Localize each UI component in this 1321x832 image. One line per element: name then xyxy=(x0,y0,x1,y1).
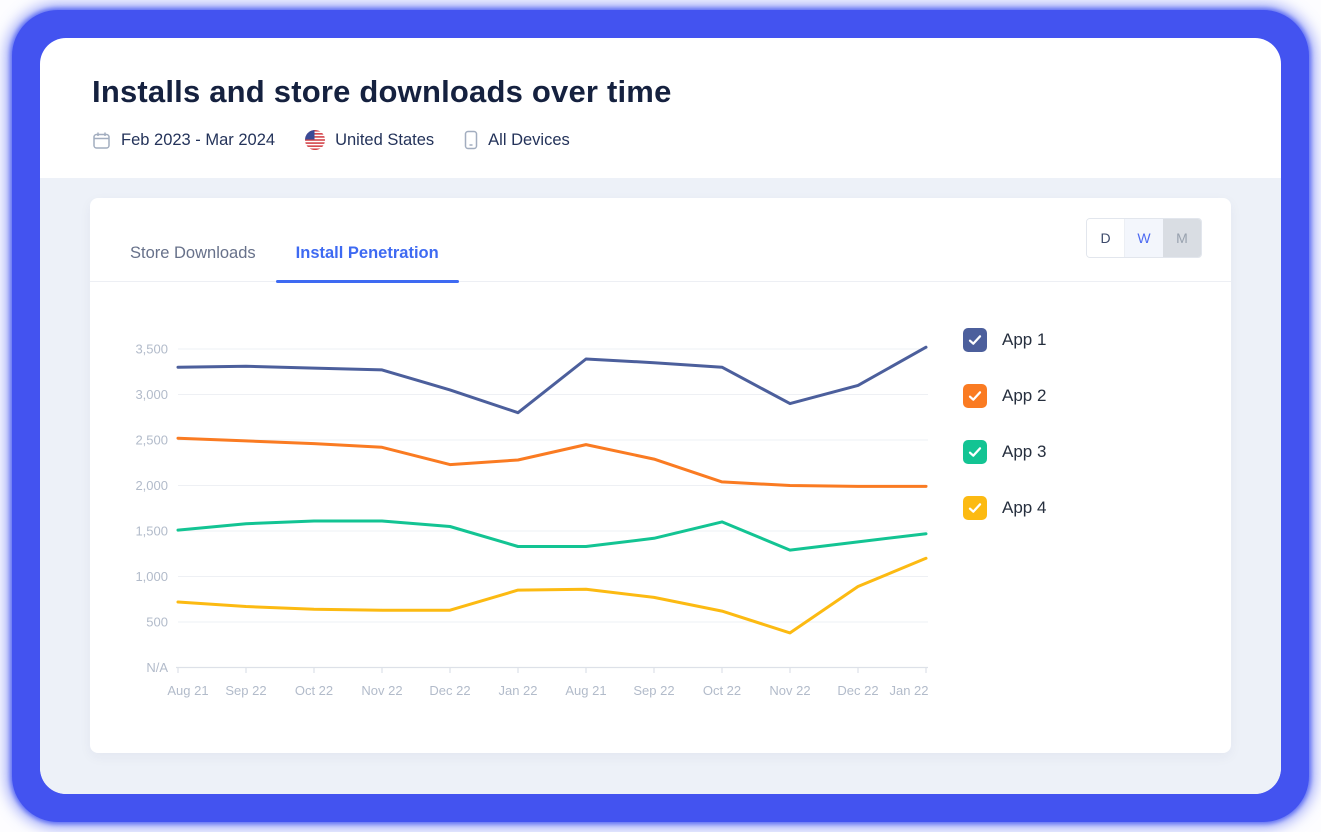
chart-card: Store Downloads Install Penetration D W … xyxy=(90,198,1231,753)
tab-store-downloads[interactable]: Store Downloads xyxy=(130,244,256,262)
date-range-filter[interactable]: Feb 2023 - Mar 2024 xyxy=(92,131,275,150)
devices-label: All Devices xyxy=(488,130,570,149)
filters-bar: Feb 2023 - Mar 2024 xyxy=(92,130,570,150)
device-icon xyxy=(464,130,478,150)
granularity-month-button[interactable]: M xyxy=(1163,219,1201,257)
legend-item-app-3[interactable]: App 3 xyxy=(963,440,1046,464)
legend-item-app-4[interactable]: App 4 xyxy=(963,496,1046,520)
legend-label: App 2 xyxy=(1002,386,1047,405)
y-axis-label: 1,000 xyxy=(135,569,168,584)
legend-label: App 1 xyxy=(1002,330,1047,349)
y-axis-label: 1,500 xyxy=(135,524,168,539)
us-flag-icon xyxy=(305,130,326,150)
y-axis-label: 2,000 xyxy=(135,478,168,493)
x-axis-label: Aug 21 xyxy=(167,683,208,698)
x-axis-label: Jan 22 xyxy=(498,683,537,698)
x-axis-label: Aug 21 xyxy=(565,683,606,698)
line-chart: N/A 500 1,000 1,500 2,000 2,500 3,000 3,500 Aug … xyxy=(135,342,928,699)
app-window: Installs and store downloads over time F… xyxy=(40,38,1281,794)
x-axis-label: Oct 22 xyxy=(295,683,333,698)
devices-filter[interactable]: All Devices xyxy=(464,130,570,150)
page-title: Installs and store downloads over time xyxy=(92,74,672,109)
content-section: Store Downloads Install Penetration D W … xyxy=(40,178,1281,794)
y-axis-label: 2,500 xyxy=(135,433,168,448)
country-filter[interactable]: United States xyxy=(305,130,434,150)
series-line-app-4 xyxy=(176,556,928,635)
legend-item-app-1[interactable]: App 1 xyxy=(963,328,1046,352)
y-axis-label: 3,500 xyxy=(135,342,168,357)
series-line-app-3 xyxy=(176,519,928,552)
chart-legend: App 1 App 2 App 3 App 4 xyxy=(963,328,1046,520)
country-label: United States xyxy=(335,130,435,149)
x-axis-label: Oct 22 xyxy=(703,683,741,698)
y-axis-label: 500 xyxy=(146,615,168,630)
x-axis-label: Sep 22 xyxy=(225,683,266,698)
granularity-toggle: D W M xyxy=(1086,218,1202,258)
tabs-row: Store Downloads Install Penetration xyxy=(90,198,1231,283)
granularity-week-button[interactable]: W xyxy=(1125,219,1163,257)
x-axis-label: Nov 22 xyxy=(361,683,402,698)
x-axis-label: Dec 22 xyxy=(837,683,878,698)
x-axis-label: Jan 22 xyxy=(889,683,928,698)
y-axis-label: N/A xyxy=(146,660,168,675)
granularity-day-button[interactable]: D xyxy=(1087,219,1125,257)
series-line-app-2 xyxy=(176,436,928,488)
series-line-app-1 xyxy=(176,345,928,415)
x-axis-label: Sep 22 xyxy=(633,683,674,698)
x-axis-label: Nov 22 xyxy=(769,683,810,698)
y-axis-label: 3,000 xyxy=(135,387,168,402)
decorative-blue-frame: Installs and store downloads over time F… xyxy=(12,10,1309,822)
tab-install-penetration[interactable]: Install Penetration xyxy=(275,244,459,283)
legend-checkbox-icon[interactable] xyxy=(963,384,987,408)
legend-checkbox-icon[interactable] xyxy=(963,496,987,520)
legend-checkbox-icon[interactable] xyxy=(963,440,987,464)
calendar-icon xyxy=(92,131,111,150)
legend-label: App 4 xyxy=(1002,498,1047,517)
legend-checkbox-icon[interactable] xyxy=(963,328,987,352)
legend-label: App 3 xyxy=(1002,442,1047,461)
x-axis-label: Dec 22 xyxy=(429,683,470,698)
date-range-label: Feb 2023 - Mar 2024 xyxy=(121,130,276,149)
legend-item-app-2[interactable]: App 2 xyxy=(963,384,1046,408)
